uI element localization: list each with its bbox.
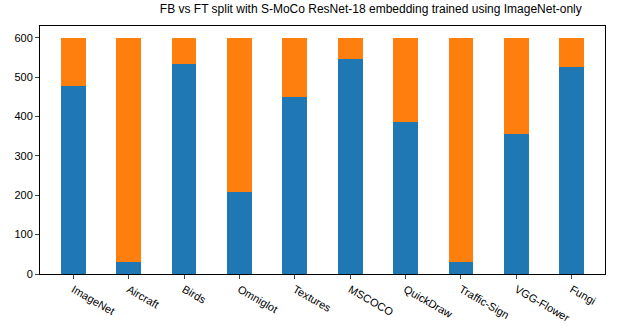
svg-text:Fungi: Fungi (568, 283, 598, 307)
svg-text:400: 400 (14, 110, 32, 122)
svg-text:Omniglot: Omniglot (236, 283, 280, 315)
svg-text:500: 500 (14, 71, 32, 83)
svg-text:MSCOCO: MSCOCO (346, 283, 395, 318)
svg-text:Birds: Birds (180, 283, 208, 306)
svg-text:Aircraft: Aircraft (125, 283, 161, 311)
svg-text:600: 600 (14, 32, 32, 44)
svg-text:100: 100 (14, 228, 32, 240)
svg-text:200: 200 (14, 189, 32, 201)
svg-text:QuickDraw: QuickDraw (402, 283, 455, 320)
svg-text:Traffic-Sign: Traffic-Sign (457, 283, 511, 321)
svg-text:ImageNet: ImageNet (69, 283, 116, 317)
svg-text:VGG-Flower: VGG-Flower (513, 283, 572, 324)
svg-text:FB vs FT split with S-MoCo Res: FB vs FT split with S-MoCo ResNet-18 emb… (160, 2, 582, 16)
svg-text:0: 0 (27, 268, 33, 280)
svg-text:Textures: Textures (291, 283, 333, 314)
svg-text:300: 300 (14, 150, 32, 162)
